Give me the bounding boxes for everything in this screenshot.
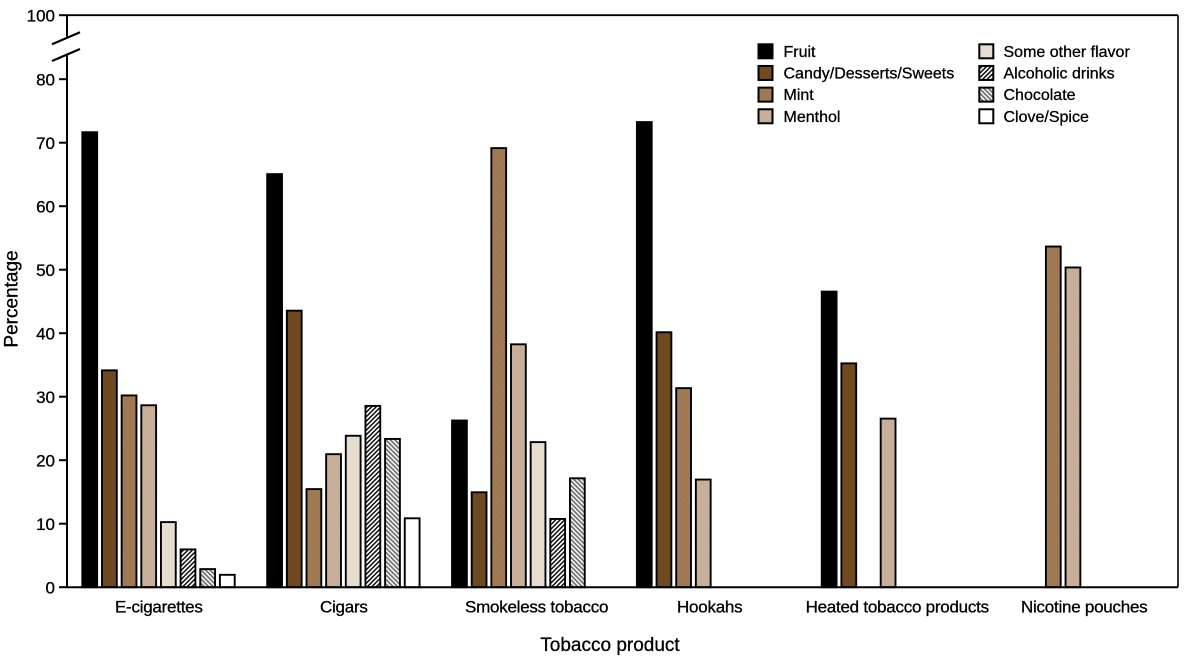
svg-text:50: 50: [36, 261, 55, 280]
svg-text:Nicotine pouches: Nicotine pouches: [1021, 598, 1147, 617]
svg-text:40: 40: [36, 325, 55, 344]
svg-text:Chocolate: Chocolate: [1004, 87, 1076, 104]
svg-text:Clove/Spice: Clove/Spice: [1004, 109, 1089, 126]
svg-text:Mint: Mint: [784, 87, 815, 104]
svg-text:Fruit: Fruit: [784, 44, 817, 61]
svg-text:Menthol: Menthol: [784, 109, 841, 126]
svg-text:30: 30: [36, 388, 55, 407]
svg-text:Cigars: Cigars: [320, 598, 368, 617]
svg-text:0: 0: [46, 579, 55, 598]
svg-text:Candy/Desserts/Sweets: Candy/Desserts/Sweets: [784, 66, 955, 83]
svg-text:70: 70: [36, 134, 55, 153]
svg-text:60: 60: [36, 198, 55, 217]
svg-text:80: 80: [36, 71, 55, 90]
svg-text:10: 10: [36, 515, 55, 534]
svg-text:Smokeless tobacco: Smokeless tobacco: [465, 598, 608, 617]
svg-text:Percentage: Percentage: [1, 250, 22, 347]
svg-text:Hookahs: Hookahs: [677, 598, 742, 617]
svg-text:20: 20: [36, 452, 55, 471]
svg-text:Tobacco product: Tobacco product: [540, 635, 680, 656]
svg-text:Heated tobacco products: Heated tobacco products: [806, 598, 989, 617]
svg-text:E-cigarettes: E-cigarettes: [115, 598, 203, 617]
svg-text:100: 100: [27, 7, 55, 26]
svg-text:Alcoholic drinks: Alcoholic drinks: [1004, 66, 1115, 83]
svg-text:Some other flavor: Some other flavor: [1004, 44, 1131, 61]
